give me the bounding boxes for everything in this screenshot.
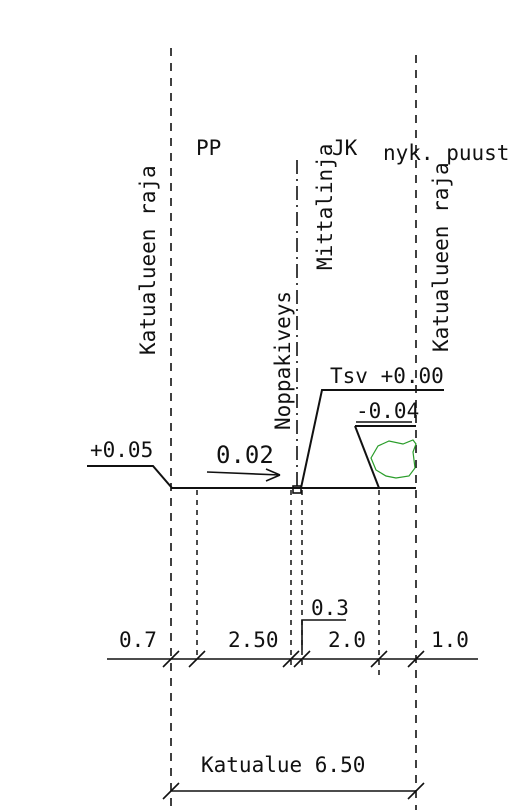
dim-value-10: 1.0: [431, 628, 469, 652]
dim-tick: [282, 650, 300, 668]
dim-tick: [407, 650, 425, 668]
dim-value-07: 0.7: [119, 628, 157, 652]
dim-tick: [162, 650, 180, 668]
total-street-area: Katualue 6.50: [201, 753, 365, 777]
label-tsv: Tsv +0.00: [330, 364, 444, 388]
vegetation-shape: [370, 439, 417, 479]
label-pp: PP: [196, 136, 221, 160]
dim-tick: [370, 650, 388, 668]
label-slope: 0.02: [216, 441, 274, 469]
tree-pit-slope: [354, 425, 380, 489]
label-jk: JK: [332, 136, 358, 160]
dim-value-03: 0.3: [311, 596, 349, 620]
label-left-boundary: Katualueen raja: [136, 165, 160, 355]
slope-arrow-shaft: [206, 471, 281, 476]
dim-value-250: 2.50: [228, 628, 279, 652]
label-plus-005: +0.05: [90, 438, 153, 462]
total-dim-tick: [407, 782, 425, 800]
dim-03-leader: [301, 619, 346, 650]
label-right-boundary: Katualueen raja: [429, 162, 453, 352]
stone-paving-block: [292, 485, 302, 494]
ground-profile-left: [87, 465, 297, 489]
slope-arrow-head: [265, 468, 281, 482]
label-stone-paving: Noppakiveys: [271, 291, 295, 430]
dim-tick: [188, 650, 206, 668]
dim-tick: [293, 650, 311, 668]
label-existing-trees: nyk. puusto: [383, 141, 509, 165]
dim-value-20: 2.0: [328, 628, 366, 652]
total-dim-tick: [162, 782, 180, 800]
label-minus-004: -0.04: [356, 399, 419, 423]
curb-line: [300, 389, 444, 489]
label-measurement-line: Mittalinja: [313, 144, 337, 270]
